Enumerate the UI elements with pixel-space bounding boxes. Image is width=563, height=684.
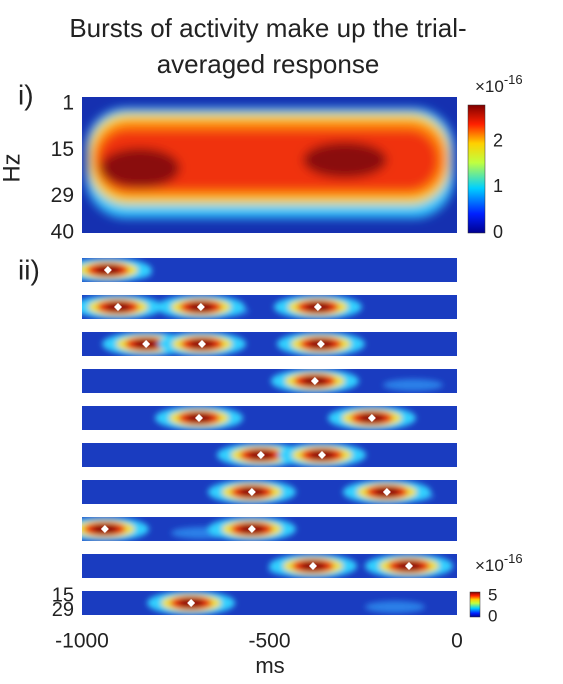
trial-heatmap: [82, 295, 457, 319]
burst-peak-marker: [195, 414, 203, 422]
burst-peak-marker: [309, 562, 317, 570]
burst-peak-marker: [313, 303, 322, 311]
trial-heatmap: [82, 517, 457, 541]
y-tick-label: 1: [62, 92, 74, 115]
trial-heatmap: [82, 591, 457, 615]
colorbar: [469, 591, 481, 618]
trial-heatmap: [82, 443, 457, 467]
trial-heatmap: [82, 406, 457, 430]
burst-peak-marker: [142, 340, 151, 348]
x-tick-label: -1000: [55, 630, 109, 653]
burst-peak-marker: [382, 488, 391, 496]
trial-heatmap: [82, 332, 457, 356]
burst-peak-marker: [198, 340, 206, 348]
colorbar-multiplier: ×10-16: [475, 551, 523, 575]
y-tick-label: 29: [52, 599, 74, 621]
colorbar-tick-label: 2: [493, 130, 503, 150]
trial-heatmap: [82, 554, 457, 578]
burst-peak-marker: [247, 525, 256, 533]
burst-peak-marker: [316, 340, 325, 348]
x-tick-label: 0: [451, 630, 463, 653]
y-tick-label: 15: [52, 585, 74, 607]
panel-label: i): [18, 79, 34, 110]
trial-blobs: [82, 517, 296, 541]
trial-blobs: [102, 332, 365, 356]
y-tick-label: 40: [51, 221, 74, 244]
burst-peak-marker: [100, 525, 109, 533]
y-tick-label: 29: [51, 184, 74, 207]
title-line: Bursts of activity make up the trial-: [69, 13, 466, 43]
title-line: averaged response: [157, 49, 380, 79]
colorbar-multiplier: ×10-16: [475, 72, 523, 96]
panel-label: ii): [18, 254, 40, 285]
x-axis-label: ms: [255, 653, 284, 678]
burst-peak-marker: [256, 451, 265, 459]
heatmap: [82, 97, 457, 233]
colorbar-tick-label: 1: [493, 176, 503, 196]
burst-peak-marker: [187, 599, 196, 607]
noise: [365, 601, 425, 613]
colorbar-tick-label: 0: [493, 222, 503, 242]
burst-peak-marker: [367, 414, 376, 422]
colorbar-tick-label: 0: [488, 606, 497, 625]
noise: [383, 379, 443, 391]
burst-peak-marker: [405, 562, 413, 570]
trial-blobs: [268, 554, 453, 578]
colorbar: [467, 104, 486, 234]
burst-peak-marker: [247, 488, 256, 496]
trial-heatmap: [82, 480, 457, 504]
y-tick-label: 15: [51, 138, 74, 161]
burst-peak-marker: [310, 377, 319, 385]
burst-peak-marker: [114, 303, 122, 311]
burst-peak-marker: [196, 303, 205, 311]
y-axis-label: Hz: [0, 153, 25, 182]
raster: [82, 258, 457, 615]
trial-heatmap: [82, 258, 457, 282]
burst-peak-marker: [103, 266, 112, 274]
x-tick-label: -500: [248, 630, 290, 653]
colorbar-tick-label: 5: [488, 586, 497, 605]
burst-peak-marker: [318, 451, 326, 459]
trial-blobs: [216, 443, 366, 467]
trial-heatmap: [82, 369, 457, 393]
